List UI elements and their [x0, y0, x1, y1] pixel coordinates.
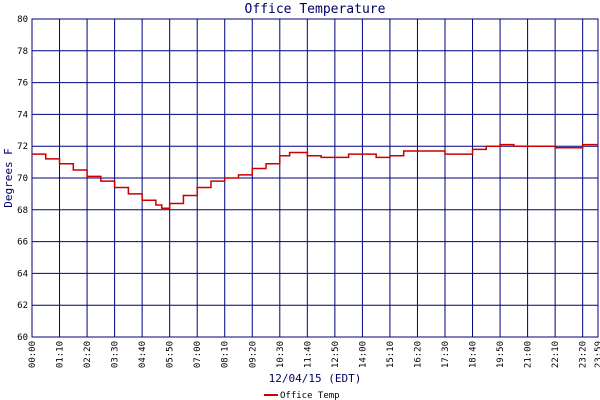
x-tick-label: 19:50: [496, 341, 506, 368]
y-tick-label: 74: [17, 110, 28, 120]
x-tick-label: 21:00: [524, 341, 534, 368]
chart-title: Office Temperature: [245, 2, 386, 17]
x-tick-label: 07:00: [193, 341, 203, 368]
x-tick-label: 09:20: [248, 341, 258, 368]
y-tick-label: 66: [17, 238, 28, 248]
x-tick-label: 17:30: [441, 341, 451, 368]
y-tick-label: 78: [17, 47, 28, 57]
x-tick-label: 04:40: [138, 341, 148, 368]
y-tick-label: 64: [17, 269, 28, 279]
y-tick-label: 60: [17, 333, 28, 343]
y-tick-label: 76: [17, 79, 28, 89]
y-axis-label: Degrees F: [2, 148, 15, 208]
x-tick-label: 23:20: [579, 341, 589, 368]
x-tick-label: 03:30: [111, 341, 121, 368]
x-tick-label: 16:20: [413, 341, 423, 368]
x-tick-label: 02:20: [83, 341, 93, 368]
x-tick-label: 18:40: [469, 341, 479, 368]
x-tick-label: 08:10: [221, 341, 231, 368]
y-tick-label: 72: [17, 142, 28, 152]
data-line: [32, 143, 598, 209]
x-tick-label: 10:30: [276, 341, 286, 368]
x-tick-label: 23:59: [594, 341, 600, 368]
x-tick-label: 05:50: [166, 341, 176, 368]
x-tick-label: 11:40: [303, 341, 313, 368]
y-tick-label: 80: [17, 15, 28, 25]
x-tick-label: 01:10: [56, 341, 66, 368]
x-tick-label: 22:10: [551, 341, 561, 368]
x-axis-label: 12/04/15 (EDT): [269, 372, 362, 385]
x-tick-label: 14:00: [358, 341, 368, 368]
x-tick-label: 15:10: [386, 341, 396, 368]
y-tick-label: 68: [17, 206, 28, 216]
y-tick-label: 70: [17, 174, 28, 184]
x-tick-label: 12:50: [331, 341, 341, 368]
x-tick-label: 00:00: [28, 341, 38, 368]
y-tick-label: 62: [17, 301, 28, 311]
legend-label: Office Temp: [280, 391, 340, 400]
